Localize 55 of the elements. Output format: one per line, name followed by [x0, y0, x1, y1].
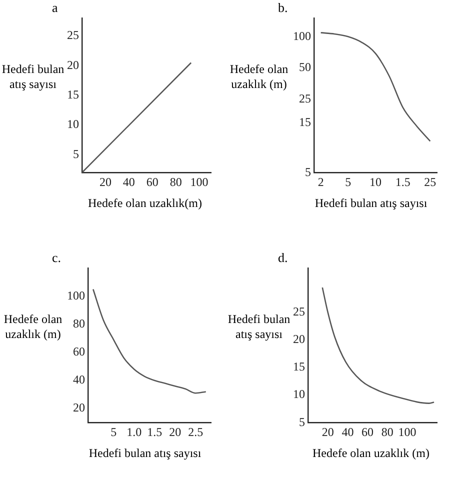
y-tick-label: 80	[73, 316, 85, 330]
y-tick-label: 20	[293, 332, 305, 346]
chart-title: b.	[278, 0, 288, 16]
y-tick-label: 20	[67, 58, 79, 72]
x-axis-title: Hedefe olan uzaklık (m)	[312, 446, 430, 461]
x-tick-label: 5	[345, 174, 352, 189]
chart-title: d.	[278, 250, 288, 266]
y-tick-label: 25	[67, 28, 79, 42]
x-axis-title: Hedefi bulan atış sayısı	[314, 196, 428, 211]
line-series	[320, 32, 431, 142]
x-tick-label: 10	[370, 174, 382, 189]
chart-title: a	[52, 0, 58, 16]
x-tick-label: 20	[322, 424, 334, 439]
y-tick-label: 25	[299, 92, 311, 106]
x-tick-label: 80	[170, 174, 182, 189]
y-tick-label: 40	[73, 372, 85, 387]
x-tick-label: 40	[342, 424, 354, 439]
y-tick-label: 50	[299, 60, 311, 74]
x-tick-label: 2	[318, 174, 324, 189]
x-tick-label: 60	[146, 174, 158, 189]
x-tick-label: 25	[424, 174, 436, 189]
y-tick-label: 100	[67, 288, 85, 302]
y-axis-title: Hedefi bulan atış sayısı	[226, 312, 292, 342]
y-tick-label: 20	[73, 400, 85, 415]
x-tick-label: 5	[110, 424, 117, 439]
line-series	[92, 288, 207, 394]
y-axis-title: Hedefe olan uzaklık (m)	[228, 62, 290, 92]
y-tick-label: 5	[73, 146, 79, 161]
y-tick-label: 15	[293, 360, 305, 374]
chart-title: c.	[52, 250, 62, 266]
y-tick-label: 5	[299, 414, 305, 429]
y-tick-label: 10	[67, 117, 79, 132]
y-tick-label: 10	[293, 387, 305, 402]
y-tick-label: 5	[305, 164, 311, 179]
x-tick-label: 100	[398, 424, 416, 439]
y-tick-label: 15	[299, 114, 311, 129]
x-axis-title: Hedefe olan uzaklık(m)	[87, 196, 203, 211]
x-tick-label: 20	[169, 424, 182, 439]
x-tick-label: 2.5	[188, 424, 204, 439]
x-tick-label: 20	[99, 174, 112, 189]
y-tick-label: 100	[293, 28, 311, 43]
x-tick-label: 1.5	[395, 174, 410, 189]
y-axis-title: Hedefi bulan atış sayısı	[0, 62, 66, 92]
y-axis-title: Hedefe olan uzaklık (m)	[2, 312, 64, 342]
y-tick-label: 25	[293, 304, 305, 318]
x-axis-title: Hedefi bulan atış sayısı	[88, 446, 202, 461]
x-tick-label: 1.5	[147, 424, 162, 439]
x-tick-label: 80	[381, 424, 394, 439]
x-tick-label: 60	[362, 424, 374, 439]
y-tick-label: 15	[67, 88, 79, 102]
line-series	[322, 286, 435, 404]
x-tick-label: 1.0	[126, 424, 142, 439]
y-tick-label: 60	[73, 344, 85, 359]
x-tick-label: 40	[122, 174, 135, 189]
x-tick-label: 100	[190, 174, 208, 189]
